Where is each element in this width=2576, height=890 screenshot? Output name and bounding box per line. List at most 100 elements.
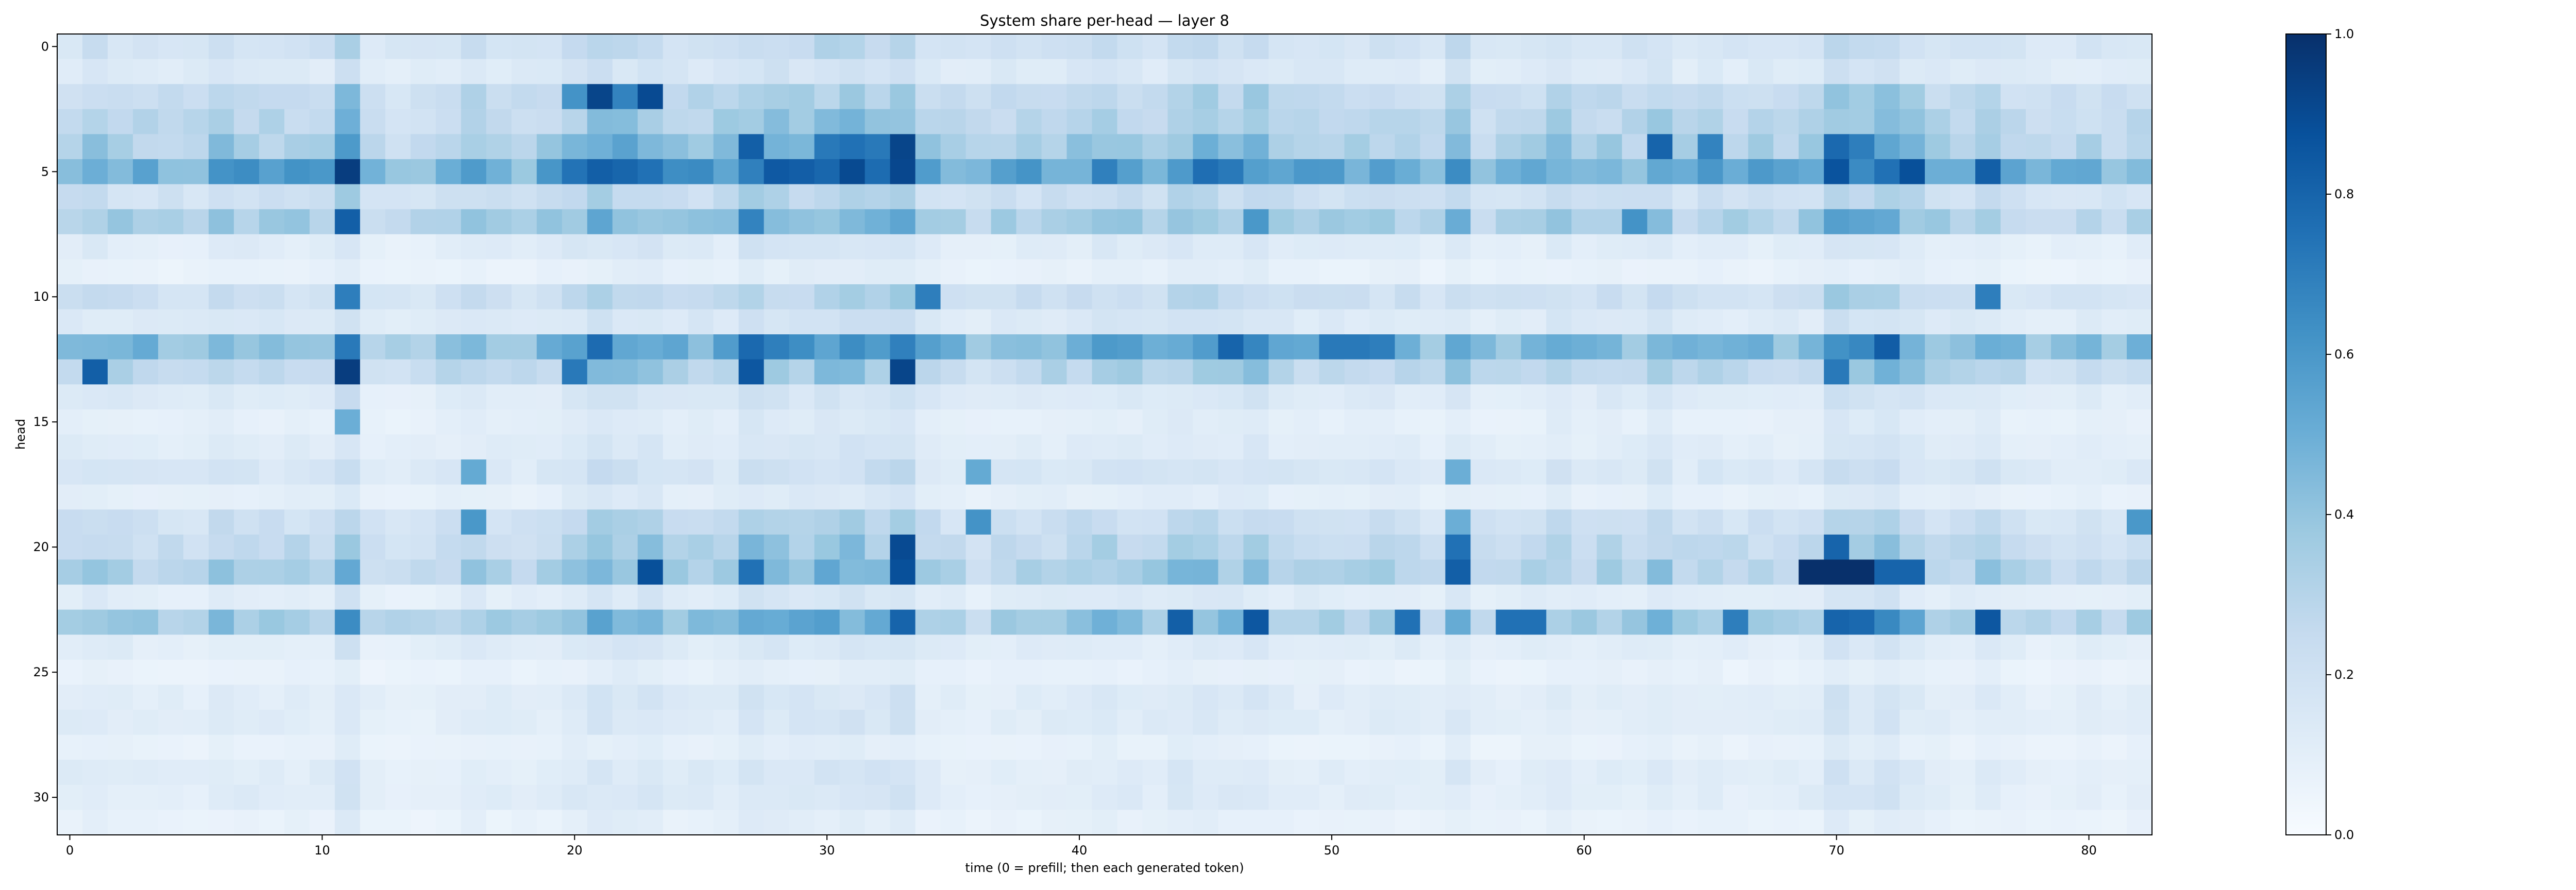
heatmap-cell: [1041, 384, 1067, 410]
heatmap-cell: [1193, 384, 1219, 410]
plot-frame: [57, 33, 2153, 835]
heatmap-cell: [208, 359, 234, 385]
heatmap-cell: [1773, 59, 1799, 84]
heatmap-cell: [1092, 359, 1118, 385]
heatmap-cell: [2001, 334, 2026, 360]
heatmap-cell: [1092, 434, 1118, 460]
heatmap-cell: [1925, 109, 1951, 134]
heatmap-cell: [1319, 384, 1345, 410]
heatmap-cell: [1445, 309, 1471, 335]
heatmap-cell: [233, 534, 260, 560]
heatmap-cell: [1092, 34, 1118, 60]
heatmap-cell: [334, 784, 361, 810]
heatmap-cell: [511, 59, 537, 84]
heatmap-cell: [1395, 659, 1420, 686]
heatmap-cell: [865, 284, 891, 310]
heatmap-cell: [1950, 159, 1976, 185]
heatmap-cell: [1571, 559, 1597, 585]
heatmap-cell: [1824, 309, 1850, 335]
heatmap-cell: [1496, 334, 1521, 360]
heatmap-cell: [2001, 234, 2026, 260]
heatmap-cell: [865, 459, 891, 485]
heatmap-cell: [360, 284, 386, 310]
heatmap-cell: [2076, 234, 2102, 260]
heatmap-cell: [562, 760, 588, 785]
heatmap-cell: [1874, 534, 1900, 560]
heatmap-cell: [637, 534, 664, 560]
heatmap-cell: [2102, 59, 2127, 84]
heatmap-cell: [132, 659, 159, 686]
heatmap-cell: [132, 710, 159, 735]
heatmap-cell: [1041, 434, 1067, 460]
heatmap-cell: [1319, 284, 1345, 310]
heatmap-cell: [1496, 684, 1521, 710]
heatmap-cell: [1824, 334, 1850, 360]
heatmap-cell: [208, 409, 234, 435]
heatmap-cell: [1420, 585, 1446, 610]
heatmap-cell: [2051, 109, 2077, 134]
heatmap-cell: [738, 209, 765, 235]
heatmap-cell: [1723, 710, 1749, 735]
y-tick-label: 0: [41, 39, 49, 54]
heatmap-cell: [57, 384, 83, 410]
heatmap-cell: [2127, 810, 2153, 835]
heatmap-cell: [1470, 509, 1496, 535]
heatmap-cell: [890, 585, 916, 610]
heatmap-cell: [1445, 484, 1471, 510]
heatmap-cell: [2127, 434, 2153, 460]
heatmap-cell: [1142, 760, 1168, 785]
heatmap-cell: [2051, 184, 2077, 210]
heatmap-cell: [486, 134, 512, 160]
heatmap-cell: [410, 635, 436, 660]
heatmap-cell: [2026, 284, 2052, 310]
colorbar-tick-label: 0.2: [2334, 668, 2354, 682]
heatmap-cell: [1041, 234, 1067, 260]
heatmap-cell: [1723, 684, 1749, 710]
heatmap-cell: [1723, 384, 1749, 410]
heatmap-cell: [1874, 509, 1900, 535]
heatmap-cell: [965, 684, 992, 710]
heatmap-cell: [1420, 159, 1446, 185]
heatmap-cell: [612, 184, 638, 210]
heatmap-cell: [107, 109, 133, 134]
heatmap-cell: [814, 635, 840, 660]
heatmap-cell: [1723, 509, 1749, 535]
heatmap-cell: [612, 309, 638, 335]
heatmap-cell: [1597, 559, 1622, 585]
heatmap-cell: [82, 284, 108, 310]
heatmap-cell: [1622, 684, 1648, 710]
heatmap-cell: [789, 459, 815, 485]
heatmap-cell: [562, 609, 588, 635]
heatmap-cell: [183, 384, 209, 410]
heatmap-cell: [2051, 309, 2077, 335]
heatmap-cell: [1521, 334, 1547, 360]
heatmap-cell: [410, 509, 436, 535]
heatmap-cell: [385, 434, 411, 460]
heatmap-cell: [688, 409, 714, 435]
heatmap-cell: [132, 234, 159, 260]
heatmap-cell: [865, 635, 891, 660]
heatmap-cell: [1571, 209, 1597, 235]
heatmap-cell: [764, 459, 790, 485]
heatmap-cell: [789, 384, 815, 410]
heatmap-cell: [183, 159, 209, 185]
heatmap-cell: [57, 34, 83, 60]
heatmap-cell: [991, 810, 1017, 835]
heatmap-cell: [1900, 810, 1925, 835]
y-tick-label: 25: [33, 665, 49, 679]
heatmap-cell: [738, 784, 765, 810]
heatmap-cell: [2076, 209, 2102, 235]
heatmap-cell: [688, 34, 714, 60]
heatmap-cell: [663, 209, 689, 235]
heatmap-cell: [688, 484, 714, 510]
heatmap-cell: [1773, 635, 1799, 660]
heatmap-cell: [1950, 184, 1976, 210]
heatmap-cell: [637, 184, 664, 210]
heatmap-cell: [814, 760, 840, 785]
heatmap-cell: [839, 434, 866, 460]
heatmap-cell: [1597, 635, 1622, 660]
heatmap-cell: [1420, 59, 1446, 84]
heatmap-cell: [1445, 109, 1471, 134]
heatmap-cell: [259, 334, 285, 360]
heatmap-cell: [183, 484, 209, 510]
